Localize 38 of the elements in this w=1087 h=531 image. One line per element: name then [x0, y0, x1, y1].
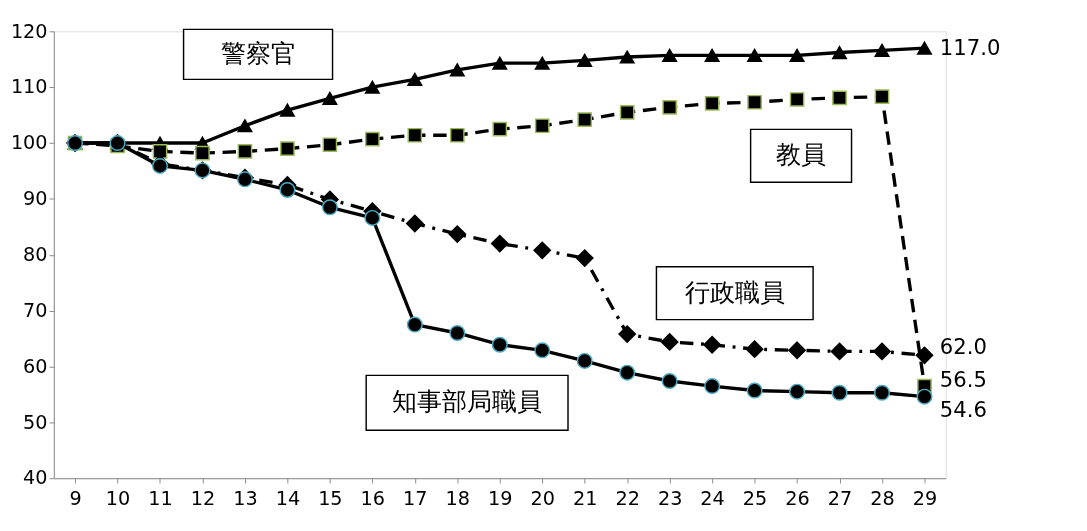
series-label: 教員	[776, 140, 827, 170]
x-tick-label: 21	[572, 486, 598, 510]
y-tick-label: 80	[23, 243, 48, 267]
y-tick-label: 100	[10, 131, 48, 155]
x-tick-label: 26	[785, 486, 810, 510]
y-tick-label: 50	[23, 410, 48, 434]
x-tick-label: 14	[275, 486, 301, 510]
x-tick-label: 23	[657, 486, 683, 510]
x-tick-label: 16	[360, 486, 386, 510]
x-tick-label: 24	[700, 486, 725, 510]
y-tick-label: 40	[23, 466, 48, 490]
y-tick-label: 70	[23, 298, 48, 322]
x-tick-label: 18	[445, 486, 471, 510]
x-tick-label: 13	[233, 486, 258, 510]
series-label: 警察官	[220, 39, 296, 69]
data-label: 56.5	[939, 367, 987, 393]
x-tick-label: 20	[530, 486, 555, 510]
x-tick-label: 9	[69, 486, 82, 510]
x-tick-label: 27	[827, 486, 853, 510]
y-tick-label: 60	[23, 354, 48, 378]
x-tick-label: 29	[912, 486, 938, 510]
x-tick-label: 19	[488, 486, 513, 510]
data-label: 54.6	[939, 396, 987, 422]
x-tick-label: 17	[403, 486, 428, 510]
data-label: 117.0	[939, 34, 1001, 60]
data-label: 62.0	[939, 334, 987, 360]
x-tick-label: 10	[105, 486, 131, 510]
series-label: 行政職員	[684, 277, 785, 307]
x-tick-label: 22	[615, 486, 640, 510]
series-label: 知事部局職員	[392, 387, 543, 417]
x-tick-label: 15	[318, 486, 343, 510]
x-tick-label: 25	[742, 486, 768, 510]
y-tick-label: 120	[10, 19, 48, 43]
x-tick-label: 11	[148, 486, 173, 510]
y-tick-label: 90	[23, 187, 48, 211]
y-tick-label: 110	[10, 75, 48, 99]
x-tick-label: 28	[870, 486, 895, 510]
x-tick-label: 12	[190, 486, 216, 510]
